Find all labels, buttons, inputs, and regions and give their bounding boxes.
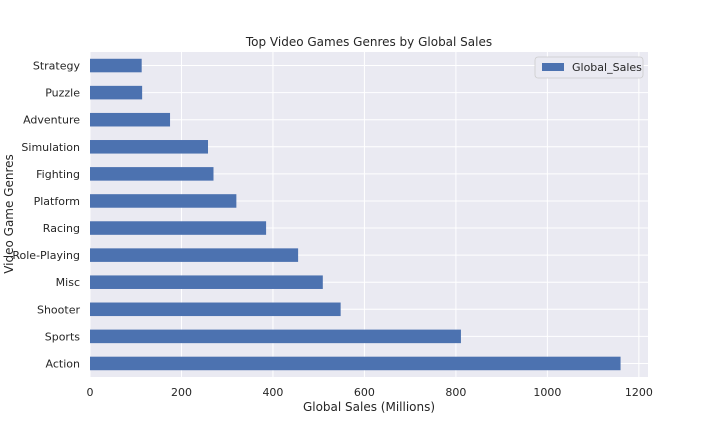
x-tick-label: 200 [171, 386, 192, 399]
bar-puzzle [90, 85, 143, 100]
bar-action [90, 356, 621, 371]
x-tick-label: 800 [445, 386, 466, 399]
y-tick-label: Role-Playing [12, 249, 80, 262]
bar-shooter [90, 302, 341, 317]
legend-label: Global_Sales [572, 61, 642, 74]
x-tick-label: 0 [87, 386, 94, 399]
y-tick-label: Misc [56, 276, 80, 289]
legend-box [534, 56, 644, 79]
y-tick-label: Sports [45, 330, 81, 343]
chart-title: Top Video Games Genres by Global Sales [245, 35, 492, 49]
legend-swatch [542, 63, 564, 71]
legend: Global_Sales [534, 56, 644, 79]
bar-simulation [90, 140, 209, 154]
y-tick-label: Platform [34, 195, 80, 208]
y-tick-label: Racing [43, 222, 80, 235]
y-tick-label: Strategy [33, 60, 81, 73]
y-tick-label: Adventure [23, 114, 80, 127]
bar-fighting [90, 167, 214, 181]
x-tick-label: 1200 [625, 386, 653, 399]
bar-platform [90, 194, 237, 208]
y-tick-labels: Action Sports Shooter Misc Role-Playing Racin… [12, 60, 80, 371]
y-axis-title: Video Game Genres [2, 154, 16, 274]
x-tick-label: 600 [354, 386, 375, 399]
bar-sports [90, 329, 461, 344]
y-tick-label: Puzzle [45, 87, 80, 100]
x-tick-label: 1000 [533, 386, 561, 399]
bar-adventure [90, 112, 171, 127]
x-tick-labels: 0 200 400 600 800 1000 1200 [87, 386, 653, 399]
plot-area [90, 52, 648, 377]
bar-misc [90, 275, 323, 289]
bars [90, 58, 621, 371]
bar-role-playing [90, 248, 299, 262]
x-gridlines [89, 52, 640, 377]
y-tick-label: Action [46, 357, 80, 370]
y-tick-label: Fighting [36, 168, 80, 181]
y-tick-label: Shooter [37, 303, 80, 316]
bar-racing [90, 221, 267, 235]
y-tick-label: Simulation [21, 141, 80, 154]
x-axis-title: Global Sales (Millions) [303, 400, 435, 414]
x-tick-label: 400 [262, 386, 283, 399]
bar-strategy [90, 58, 142, 73]
